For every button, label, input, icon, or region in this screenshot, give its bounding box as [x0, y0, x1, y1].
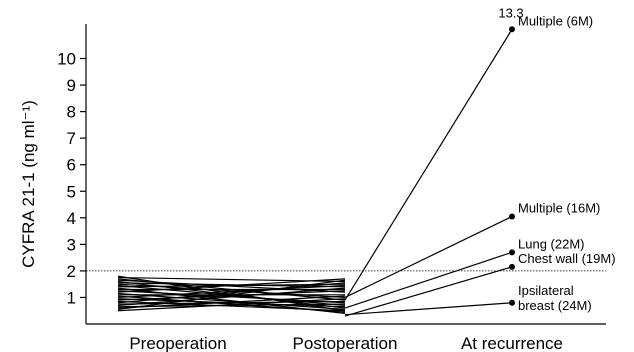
paired-line — [117, 298, 346, 312]
y-tick-label: 4 — [67, 209, 76, 228]
paired-line — [117, 290, 346, 301]
recurrence-point — [509, 26, 515, 33]
recurrence-value-label: 13.3 — [498, 5, 523, 20]
x-category-label: Preoperation — [129, 334, 226, 352]
recurrence-label: Multiple (6M) — [518, 13, 593, 28]
y-tick-label: 2 — [67, 262, 76, 281]
paired-line — [117, 278, 346, 293]
recurrence-label-line: Chest wall (19M) — [518, 251, 616, 266]
recurrence-label-line: Lung (22M) — [518, 236, 584, 251]
x-category-label: At recurrence — [461, 334, 563, 352]
recurrence-line — [344, 28, 513, 301]
y-tick-label: 1 — [67, 288, 76, 307]
recurrence-lines — [344, 26, 515, 317]
y-tick-label: 3 — [67, 235, 76, 254]
recurrence-line — [344, 302, 513, 316]
recurrence-line — [344, 215, 513, 298]
paired-line — [117, 282, 346, 304]
y-axis-label: CYFRA 21-1 (ng ml⁻¹) — [19, 100, 38, 268]
recurrence-point — [509, 299, 515, 306]
recurrence-label-line: Multiple (6M) — [518, 13, 593, 28]
paired-line — [117, 279, 346, 310]
y-tick-label: 8 — [67, 103, 76, 122]
recurrence-label: Ipsilateral breast (24M) — [518, 283, 592, 313]
recurrence-label: Lung (22M) — [518, 236, 584, 251]
paired-line — [117, 284, 346, 299]
recurrence-line — [344, 251, 513, 309]
recurrence-point — [509, 213, 515, 220]
axes: 1 2 3 4 5 6 7 8 9 10 CYFRA 21-1 (ng ml⁻¹) — [19, 24, 606, 325]
y-tick-label: 6 — [67, 156, 76, 175]
paired-lines — [117, 275, 346, 314]
y-tick-label: 10 — [57, 50, 76, 69]
y-tick-label: 5 — [67, 182, 76, 201]
recurrence-point — [509, 249, 515, 256]
recurrence-label-line: Multiple (16M) — [518, 200, 600, 215]
recurrence-label-line: Ipsilateral — [518, 283, 574, 298]
y-tick-label: 7 — [67, 129, 76, 148]
paired-line — [117, 279, 346, 293]
recurrence-point — [509, 263, 515, 270]
recurrence-line — [344, 266, 513, 317]
paired-line — [117, 292, 346, 310]
labels: Preoperation Postoperation At recurrence Mu… — [129, 5, 615, 352]
x-category-label: Postoperation — [293, 334, 398, 352]
y-tick-label: 9 — [67, 76, 76, 95]
recurrence-label: Chest wall (19M) — [518, 251, 616, 266]
paired-line — [117, 287, 346, 307]
paired-line — [117, 300, 346, 305]
paired-line — [117, 295, 346, 309]
recurrence-label: Multiple (16M) — [518, 200, 600, 215]
recurrence-label-line: breast (24M) — [518, 298, 592, 313]
